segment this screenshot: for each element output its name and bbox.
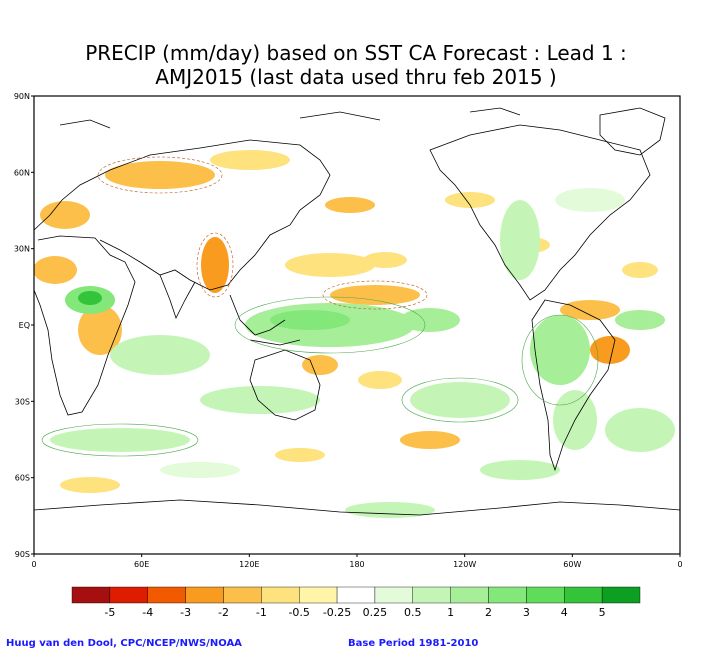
lat-label: 90N xyxy=(14,92,30,101)
lon-label: 120W xyxy=(453,560,476,569)
legend-swatch xyxy=(564,586,603,604)
legend-swatch xyxy=(601,586,641,604)
legend-label: -1 xyxy=(256,606,267,619)
lat-label: EQ xyxy=(19,321,30,330)
legend-label: 0.5 xyxy=(404,606,422,619)
legend-swatch xyxy=(374,586,413,604)
lat-label: 60S xyxy=(15,474,30,483)
legend-swatch xyxy=(147,586,186,604)
lon-label: 180 xyxy=(349,560,364,569)
legend-label: 0.25 xyxy=(363,606,388,619)
legend-swatch xyxy=(185,586,224,604)
legend-swatch xyxy=(412,586,451,604)
wet-contour-lines xyxy=(41,296,599,457)
legend-swatch xyxy=(109,586,148,604)
legend-swatch xyxy=(299,586,338,604)
dry-anomaly-patches xyxy=(34,150,658,493)
map-title-line1: PRECIP (mm/day) based on SST CA Forecast… xyxy=(85,41,627,65)
legend-label: -0.25 xyxy=(323,606,351,619)
legend-label: -2 xyxy=(218,606,229,619)
longitude-axis: 0 60E 120E 180 120W 60W 0 xyxy=(31,554,683,569)
legend-swatch xyxy=(71,586,111,604)
lat-label: 30S xyxy=(15,397,30,406)
base-period-note: Base Period 1981-2010 xyxy=(348,638,479,649)
legend-label: 5 xyxy=(599,606,606,619)
lon-label: 60W xyxy=(563,560,581,569)
lat-label: 30N xyxy=(14,245,30,254)
legend-swatch xyxy=(261,586,300,604)
coastlines xyxy=(34,107,680,516)
map-title-line2: AMJ2015 (last data used thru feb 2015 ) xyxy=(155,65,557,89)
legend-label: 2 xyxy=(485,606,492,619)
legend-label: 4 xyxy=(561,606,568,619)
legend-swatch xyxy=(223,586,262,604)
lon-label: 0 xyxy=(31,560,36,569)
legend-swatch xyxy=(450,586,489,604)
author-credit: Huug van den Dool, CPC/NCEP/NWS/NOAA xyxy=(6,638,242,649)
dry-contour-lines xyxy=(97,156,428,310)
legend-label: -4 xyxy=(142,606,153,619)
color-legend: -5 -4 -3 -2 -1 -0.5 -0.25 0.25 0.5 1 2 3 4 5 xyxy=(71,586,641,619)
lon-label: 0 xyxy=(677,560,682,569)
legend-swatch xyxy=(488,586,527,604)
wet-anomaly-patches xyxy=(50,188,675,518)
latitude-axis: 90N 60N 30N EQ 30S 60S 90S xyxy=(14,92,34,559)
legend-label: 1 xyxy=(447,606,454,619)
legend-swatch xyxy=(336,586,376,604)
legend-label: 3 xyxy=(523,606,530,619)
legend-label: -5 xyxy=(104,606,115,619)
legend-swatch xyxy=(526,586,565,604)
legend-label: -0.5 xyxy=(288,606,309,619)
lon-label: 60E xyxy=(134,560,149,569)
lat-label: 90S xyxy=(15,550,30,559)
lat-label: 60N xyxy=(14,168,30,177)
legend-label: -3 xyxy=(180,606,191,619)
lon-label: 120E xyxy=(239,560,259,569)
